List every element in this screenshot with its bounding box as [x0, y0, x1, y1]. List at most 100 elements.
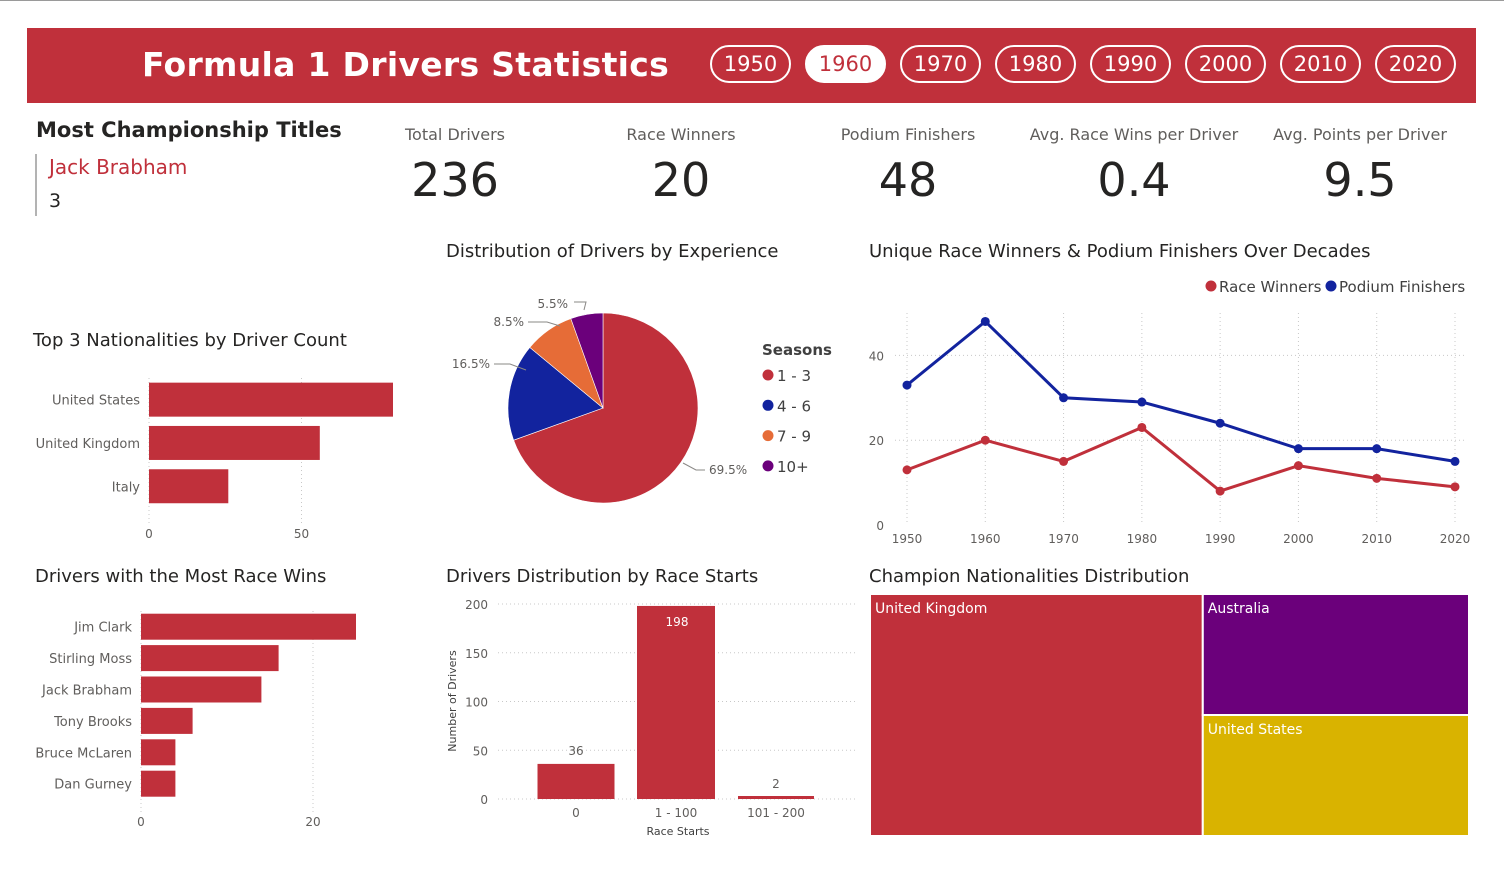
pie-data-label: 8.5% [494, 315, 525, 329]
line-point [902, 380, 912, 390]
race-starts-y-tick-label: 100 [465, 696, 488, 710]
race-wins-category-label: Jim Clark [73, 621, 132, 636]
pie-legend-label: 10+ [777, 458, 809, 476]
race-wins-bar [141, 739, 176, 766]
header-banner: Formula 1 Drivers Statistics 1950 1960 1… [27, 28, 1476, 103]
pie-data-label: 5.5% [538, 297, 569, 311]
line-chart-x-tick-label: 2020 [1440, 532, 1471, 546]
most-titles-accent-bar [35, 154, 37, 216]
race-wins-category-label: Jack Brabham [41, 684, 132, 699]
line-chart-x-tick-label: 1980 [1127, 532, 1158, 546]
kpi-total-drivers: Total Drivers 236 [345, 125, 565, 209]
nationalities-category-label: Italy [112, 480, 141, 495]
kpi-label: Avg. Race Wins per Driver [1029, 125, 1239, 144]
race-starts-data-label: 36 [568, 744, 583, 758]
line-point [1293, 461, 1303, 471]
race-wins-bar [141, 770, 176, 797]
pie-legend-marker [762, 399, 774, 411]
decade-button-2020[interactable]: 2020 [1375, 45, 1456, 83]
line-chart-x-tick-label: 1970 [1048, 532, 1079, 546]
pie-leader-line [528, 321, 561, 327]
most-titles-driver: Jack Brabham [49, 155, 188, 179]
kpi-value: 20 [651, 153, 711, 207]
treemap-tile-label: United States [1208, 722, 1303, 738]
line-legend-marker [1205, 280, 1217, 292]
kpi-value: 0.4 [1097, 153, 1171, 207]
nationalities-bar [149, 425, 320, 460]
race-starts-y-tick-label: 150 [465, 647, 488, 661]
race-starts-x-tick-label: 1 - 100 [655, 806, 698, 820]
pie-legend-marker [762, 460, 774, 472]
pie-slice [507, 347, 604, 441]
champions-chart-title: Champion Nationalities Distribution [869, 566, 1190, 587]
decade-button-1990[interactable]: 1990 [1090, 45, 1171, 83]
race-starts-bar [637, 605, 715, 799]
pie-legend-label: 4 - 6 [777, 397, 811, 415]
race-wins-category-label: Stirling Moss [49, 652, 132, 667]
race-starts-x-tick-label: 0 [572, 806, 580, 820]
page-title: Formula 1 Drivers Statistics [142, 45, 670, 84]
kpi-value: 48 [878, 153, 938, 207]
race-wins-category-label: Dan Gurney [54, 778, 132, 793]
decade-button-1960[interactable]: 1960 [805, 45, 886, 83]
pie-legend-marker [762, 430, 774, 442]
line-chart-y-tick-label: 0 [876, 519, 884, 533]
pie-leader-line [574, 301, 587, 311]
race-wins-bar [141, 676, 262, 703]
decade-button-2000[interactable]: 2000 [1185, 45, 1266, 83]
line-chart-y-tick-label: 20 [869, 434, 884, 448]
kpi-label: Total Drivers [404, 125, 506, 144]
line-point [1372, 473, 1382, 483]
pie-leader-line [494, 363, 527, 371]
kpi-label: Race Winners [626, 125, 736, 144]
nationalities-bar [149, 382, 393, 417]
kpi-podium-finishers: Podium Finishers 48 [798, 125, 1018, 209]
line-point [902, 465, 912, 475]
pie-slice [570, 312, 604, 409]
treemap-tile-label: Australia [1208, 601, 1270, 617]
nationalities-category-label: United States [52, 394, 140, 409]
line-point [980, 316, 990, 326]
decade-button-2010[interactable]: 2010 [1280, 45, 1361, 83]
nationalities-x-tick-label: 50 [294, 527, 309, 541]
race-wins-bar [141, 645, 279, 672]
line-chart-x-tick-label: 1990 [1205, 532, 1236, 546]
race-starts-y-tick-label: 200 [465, 598, 488, 612]
most-titles-heading: Most Championship Titles [36, 118, 342, 142]
race-starts-chart-title: Drivers Distribution by Race Starts [446, 566, 759, 587]
kpi-value: 236 [411, 153, 499, 207]
line-legend-label: Podium Finishers [1339, 278, 1465, 296]
pie-data-label: 16.5% [452, 357, 490, 371]
nationalities-chart-title: Top 3 Nationalities by Driver Count [33, 330, 347, 351]
decade-button-1970[interactable]: 1970 [900, 45, 981, 83]
race-wins-category-label: Bruce McLaren [35, 746, 132, 761]
line-point [1215, 486, 1225, 496]
race-starts-y-tick-label: 50 [473, 744, 488, 758]
kpi-race-winners: Race Winners 20 [571, 125, 791, 209]
window-top-border [0, 0, 1504, 1]
race-starts-bar [537, 763, 615, 799]
race-starts-y-axis-title: Number of Drivers [446, 650, 459, 752]
experience-chart-title: Distribution of Drivers by Experience [446, 241, 779, 262]
line-series [906, 319, 1456, 463]
pie-legend-label: 1 - 3 [777, 367, 811, 385]
line-point [1059, 393, 1069, 403]
nationalities-x-tick-label: 0 [145, 527, 153, 541]
race-wins-x-tick-label: 0 [137, 815, 145, 829]
line-point [1450, 482, 1460, 492]
treemap-tile [869, 593, 1204, 837]
pie-legend-title: Seasons [762, 341, 832, 359]
decade-button-1980[interactable]: 1980 [995, 45, 1076, 83]
kpi-label: Podium Finishers [840, 125, 976, 144]
pie-legend-marker [762, 369, 774, 381]
race-starts-x-axis-title: Race Starts [646, 825, 709, 838]
line-chart-y-tick-label: 40 [869, 349, 884, 363]
line-point [980, 435, 990, 445]
treemap-tile-label: United Kingdom [875, 601, 987, 617]
line-point [1215, 418, 1225, 428]
decade-button-1950[interactable]: 1950 [710, 45, 791, 83]
line-legend-label: Race Winners [1219, 278, 1322, 296]
line-point [1137, 397, 1147, 407]
line-point [1372, 444, 1382, 454]
